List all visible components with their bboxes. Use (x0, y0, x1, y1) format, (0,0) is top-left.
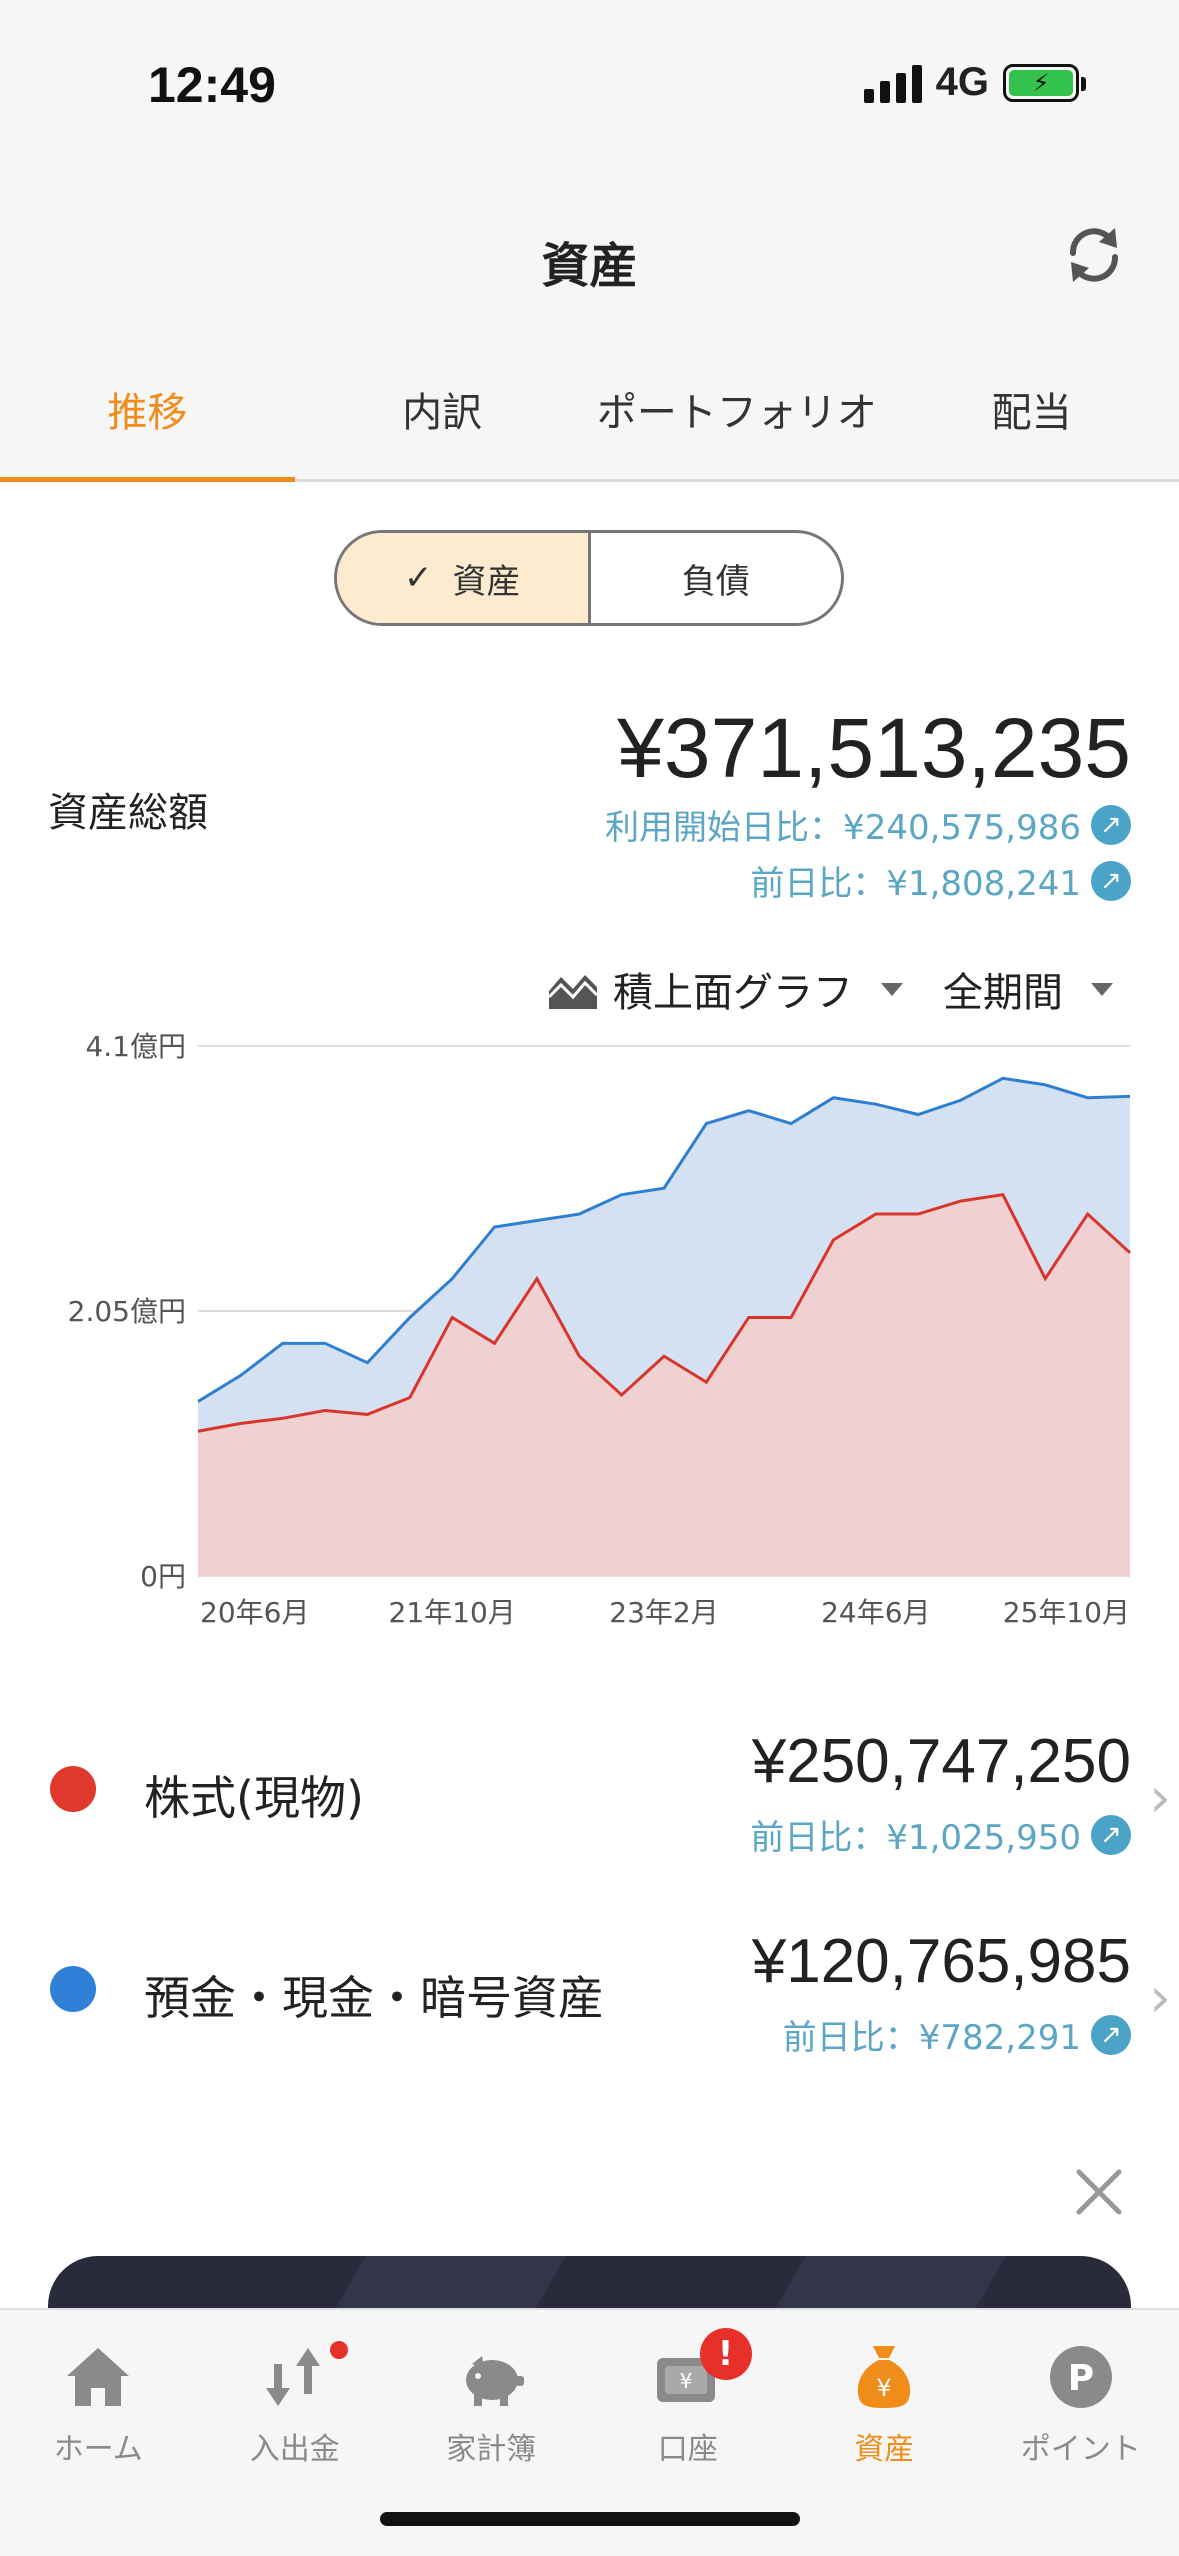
tabbar-budget[interactable]: 家計簿 (393, 2310, 590, 2556)
since-start-change[interactable]: 利用開始日比：¥240,575,986 ↗ (605, 800, 1131, 849)
period-select[interactable]: 全期間 (943, 960, 1113, 1018)
tabbar-label: 入出金 (249, 2432, 340, 2467)
y-tick-label: 0円 (140, 1560, 186, 1593)
alert-badge: ! (699, 2328, 752, 2380)
tab-breakdown[interactable]: 内訳 (402, 390, 483, 436)
x-tick-label: 20年6月 (200, 1596, 309, 1629)
area-chart-icon (547, 975, 599, 1009)
tabbar-label: ホーム (53, 2432, 143, 2467)
close-icon[interactable] (1067, 2160, 1131, 2224)
segment-liabilities-label: 負債 (681, 561, 750, 602)
y-tick-label: 2.05億円 (68, 1295, 186, 1328)
x-tick-label: 25年10月 (1003, 1596, 1130, 1629)
x-tick-label: 23年2月 (609, 1596, 718, 1629)
segment-liabilities[interactable]: 負債 (591, 533, 842, 623)
tab-trend[interactable]: 推移 (0, 340, 295, 482)
day-change-text: 前日比：¥1,808,241 (750, 864, 1081, 904)
asset-day-change-text: 前日比：¥1,025,950 (750, 1818, 1081, 1858)
tabbar-transfer[interactable]: 入出金 (197, 2310, 394, 2556)
page-title: 資産 (541, 238, 638, 294)
tabbar-assets[interactable]: ¥ 資産 (786, 2310, 983, 2556)
asset-name: 預金・現金・暗号資産 (144, 1971, 604, 2025)
day-change[interactable]: 前日比：¥1,808,241 ↗ (750, 856, 1131, 905)
y-tick-label: 4.1億円 (85, 1030, 186, 1063)
asset-day-change: 前日比：¥782,291 ↗ (783, 2010, 1131, 2059)
tabbar-label: ポイント (1020, 2432, 1141, 2467)
account-icon: ¥ (656, 2358, 715, 2402)
refresh-icon[interactable] (1059, 220, 1129, 290)
tab-portfolio[interactable]: ポートフォリオ (596, 390, 877, 436)
area-stocks (198, 1194, 1130, 1576)
chart-type-label: 積上面グラフ (613, 970, 853, 1016)
chevron-right-icon: › (1149, 1766, 1171, 1829)
segment-assets-label: 資産 (452, 561, 521, 602)
money-bag-icon: ¥ (858, 2346, 911, 2408)
status-indicators: 4G ⚡ (863, 60, 1086, 105)
series-line-cash (197, 1076, 1131, 1403)
tabbar-label: 資産 (854, 2432, 915, 2467)
chart-type-select[interactable]: 積上面グラフ (547, 960, 903, 1018)
asset-liability-toggle: ✓ 資産 負債 (334, 530, 844, 626)
since-start-change-text: 利用開始日比：¥240,575,986 (605, 808, 1081, 848)
home-icon (67, 2348, 130, 2406)
notification-dot (326, 2338, 351, 2362)
svg-text:P: P (1068, 2358, 1094, 2399)
period-label: 全期間 (943, 970, 1063, 1016)
asset-day-change-text: 前日比：¥782,291 (782, 2018, 1081, 2058)
arrow-up-right-icon: ↗ (1091, 2014, 1131, 2055)
asset-value: ¥120,765,985 (751, 1927, 1131, 1996)
home-indicator (380, 2512, 800, 2526)
tabbar-points[interactable]: P ポイント (983, 2310, 1179, 2556)
svg-text:¥: ¥ (877, 2374, 892, 2402)
series-line-stocks (197, 1193, 1132, 1433)
network-type: 4G (935, 60, 989, 104)
x-tick-label: 21年10月 (389, 1596, 516, 1629)
total-assets-label: 資産総額 (48, 790, 208, 836)
total-assets-value: ¥371,513,235 (617, 701, 1131, 795)
dropdown-caret-icon (881, 982, 903, 996)
tabbar-account[interactable]: ¥ ! 口座 (590, 2310, 787, 2556)
status-time: 12:49 (148, 57, 276, 113)
asset-value: ¥250,747,250 (751, 1727, 1131, 1796)
x-tick-label: 24年6月 (821, 1596, 930, 1629)
asset-name: 株式(現物) (144, 1771, 364, 1825)
point-icon: P (1049, 2346, 1112, 2408)
status-bar: 12:49 4G ⚡ (0, 0, 1179, 170)
nav-bar: 資産 (0, 170, 1179, 340)
area-cash (198, 1078, 1130, 1432)
piggy-bank-icon (466, 2356, 525, 2406)
tab-dividend[interactable]: 配当 (991, 390, 1072, 436)
segment-assets[interactable]: ✓ 資産 (337, 533, 591, 623)
check-icon: ✓ (404, 558, 433, 598)
asset-trend-chart[interactable]: 4.1億円 2.05億円 0円 20年6月 21年10月 23年2月 24年6月 25年10月 (0, 1010, 1179, 1650)
arrow-up-right-icon: ↗ (1091, 860, 1131, 901)
chart-controls: 積上面グラフ 全期間 (547, 960, 1113, 1018)
tabbar-label: 口座 (657, 2432, 718, 2467)
legend-dot-cash (50, 1966, 96, 2012)
tabbar-home[interactable]: ホーム (0, 2310, 197, 2556)
asset-day-change: 前日比：¥1,025,950 ↗ (750, 1810, 1131, 1859)
transfer-icon (265, 2348, 320, 2406)
tabbar-label: 家計簿 (446, 2432, 537, 2467)
asset-row-stocks[interactable]: 株式(現物) ¥250,747,250 前日比：¥1,025,950 ↗ › (0, 1700, 1179, 1890)
battery-icon: ⚡ (1003, 63, 1086, 102)
legend-dot-stocks (50, 1766, 96, 1812)
signal-icon (863, 63, 922, 103)
tab-bar: 推移 内訳 ポートフォリオ 配当 (0, 340, 1179, 482)
chevron-right-icon: › (1149, 1966, 1171, 2029)
arrow-up-right-icon: ↗ (1091, 804, 1131, 845)
dropdown-caret-icon (1091, 982, 1113, 996)
svg-text:¥: ¥ (679, 2369, 692, 2393)
arrow-up-right-icon: ↗ (1091, 1814, 1131, 1855)
asset-row-cash[interactable]: 預金・現金・暗号資産 ¥120,765,985 前日比：¥782,291 ↗ › (0, 1900, 1179, 2090)
